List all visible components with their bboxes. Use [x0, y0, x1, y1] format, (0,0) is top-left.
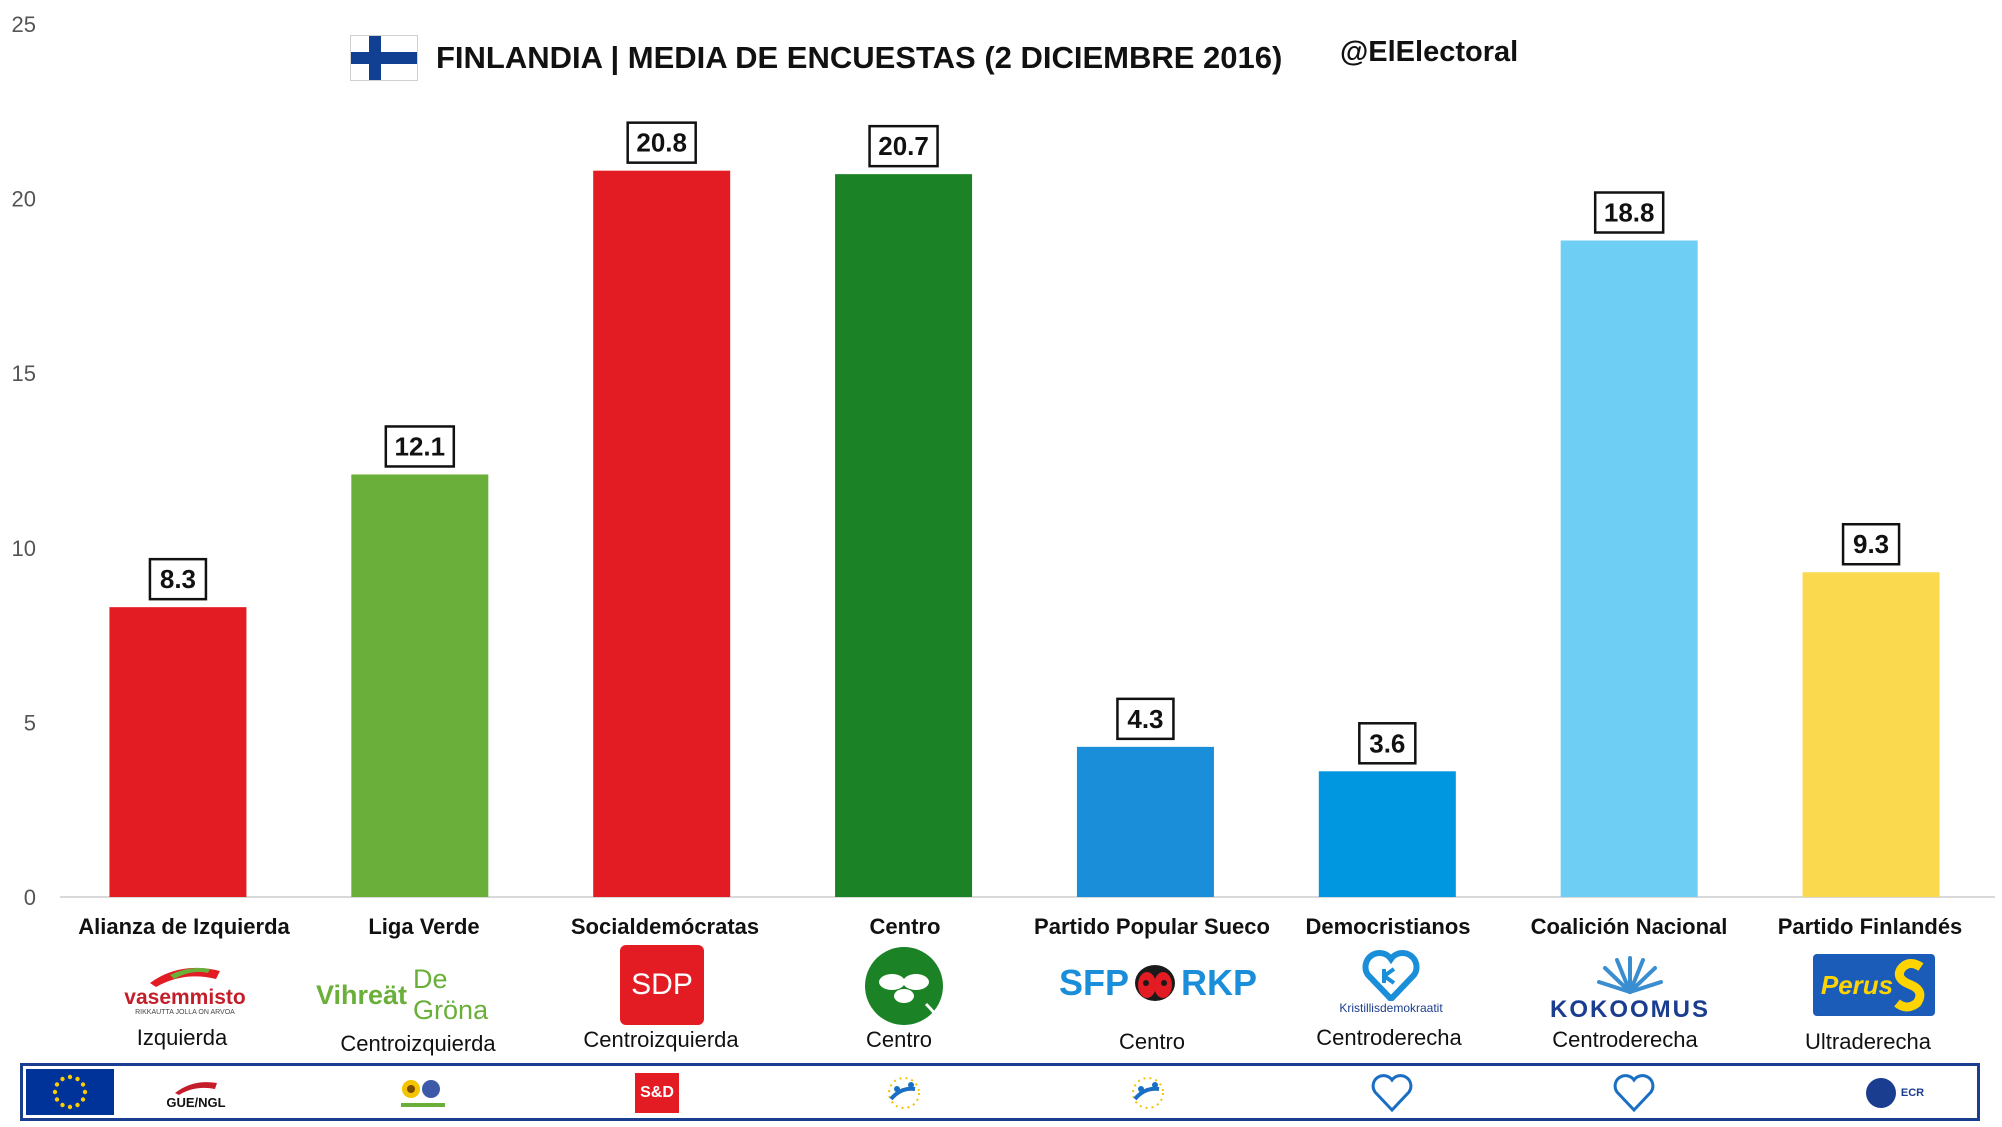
- gue-flag-icon: [175, 1081, 217, 1095]
- bar: [109, 607, 247, 897]
- value-label: 9.3: [1853, 529, 1889, 559]
- party-label-kd: Democristianos: [1305, 914, 1471, 939]
- value-label-box: [626, 121, 697, 164]
- y-tick-label: 5: [24, 710, 36, 735]
- value-label: 12.1: [395, 431, 446, 461]
- value-label-box: [1358, 722, 1417, 765]
- bar: [835, 174, 973, 897]
- party-label-liga-verde: Liga Verde: [368, 914, 480, 939]
- title-row: FINLANDIA | MEDIA DE ENCUESTAS (2 DICIEM…: [350, 34, 1282, 82]
- cornflower-icon: [1597, 956, 1663, 994]
- ladybug-icon: [1135, 965, 1175, 1001]
- sdp-wordmark: SDP: [631, 968, 693, 1001]
- y-tick-label: 0: [24, 885, 36, 910]
- eu-groups-strip: GUE/NGL S&D ECR: [20, 1063, 1980, 1121]
- value-labels: 8.3 12.1 20.8 20.7 4.3 3.6 18.8 9.3: [148, 121, 1901, 765]
- kokoomus-wordmark: KOKOOMUS: [1550, 996, 1710, 1023]
- vasemmisto-logo: vasemmisto RIKKAUTTA JOLLA ON ARVOA: [110, 950, 260, 1022]
- party-label-sdp: Socialdemócratas: [570, 914, 760, 939]
- ideology-label-centro: Centro: [865, 1027, 933, 1052]
- ideology-label-liga-verde: Centroizquierda: [340, 1031, 496, 1056]
- ecr-logo: ECR: [1849, 1074, 1939, 1112]
- perus-logo: Perus: [1813, 954, 1935, 1016]
- epp-icon: [1132, 1077, 1164, 1109]
- bar: [1560, 240, 1698, 897]
- rkp-wordmark: RKP: [1181, 962, 1258, 1003]
- eu-flag-icon: [26, 1069, 114, 1115]
- bar: [1318, 771, 1456, 897]
- ideology-label-alianza: Izquierda: [136, 1025, 228, 1050]
- finland-flag-icon: [350, 35, 418, 81]
- epp-logo: [879, 1074, 929, 1112]
- ideology-label-kokoomus: Centroderecha: [1552, 1027, 1698, 1052]
- heart-stars-icon: [1371, 1074, 1413, 1112]
- bar: [1802, 572, 1940, 897]
- value-label-box: [384, 425, 456, 468]
- sfp-rkp-logo: SFP RKP: [1048, 958, 1268, 1008]
- value-label: 4.3: [1127, 704, 1163, 734]
- chart-title: FINLANDIA | MEDIA DE ENCUESTAS (2 DICIEM…: [436, 40, 1283, 75]
- vihreat-logo: Vihreät De Gröna: [316, 964, 526, 1025]
- greens-efa-logo: [393, 1074, 453, 1112]
- y-tick-label: 15: [12, 361, 36, 386]
- value-label-box: [1593, 191, 1665, 234]
- kd-logo: Kristillisdemokraatit: [1323, 942, 1459, 1022]
- vasemmisto-wordmark: vasemmisto: [124, 985, 246, 1009]
- value-label-box: [868, 124, 939, 168]
- party-label-perus: Partido Finlandés: [1777, 914, 1963, 939]
- degrona-wordmark: De Gröna: [413, 964, 489, 1025]
- bar: [351, 474, 489, 897]
- party-label-kokoomus: Coalición Nacional: [1530, 914, 1728, 939]
- heart-stars-icon: [1613, 1074, 1655, 1112]
- value-label: 18.8: [1604, 198, 1655, 228]
- value-label: 20.7: [878, 131, 929, 161]
- sd-group-logo: S&D: [635, 1073, 679, 1113]
- bars: [109, 170, 1940, 897]
- epp-icon: [888, 1077, 920, 1109]
- ideology-label-perus: Ultraderecha: [1805, 1029, 1931, 1054]
- party-label-alianza: Alianza de Izquierda: [78, 914, 290, 939]
- kokoomus-logo: KOKOOMUS: [1545, 950, 1715, 1026]
- bar: [593, 170, 731, 897]
- perus-wordmark: Perus: [1820, 969, 1894, 1000]
- value-label-box: [148, 557, 208, 601]
- epp-logo-2: [1123, 1074, 1173, 1112]
- y-tick-label: 25: [12, 12, 36, 37]
- ideology-label-sfp: Centro: [1118, 1029, 1186, 1054]
- y-tick-label: 20: [12, 187, 36, 212]
- epp-heart-logo-2: [1609, 1074, 1659, 1112]
- value-label-box: [1116, 697, 1175, 741]
- gue-ngl-logo: GUE/NGL: [151, 1074, 241, 1112]
- clover-icon: [865, 947, 943, 1025]
- value-label: 8.3: [160, 564, 196, 594]
- vasemmisto-tagline: RIKKAUTTA JOLLA ON ARVOA: [135, 1008, 235, 1016]
- epp-heart-logo: [1367, 1074, 1417, 1112]
- sdp-logo: SDP: [620, 945, 704, 1025]
- perus-s-icon: [1894, 959, 1925, 1012]
- twitter-handle: @ElElectoral: [1340, 36, 1519, 68]
- vihreat-wordmark: Vihreät: [316, 979, 408, 1010]
- vasemmisto-flag-icon: [150, 967, 220, 987]
- y-tick-label: 10: [12, 536, 36, 561]
- value-label: 20.8: [636, 128, 687, 158]
- ecr-icon: [1865, 1078, 1896, 1108]
- sunflower-icon: [401, 1080, 445, 1107]
- heart-icon: [1362, 950, 1420, 1001]
- kd-wordmark: Kristillisdemokraatit: [1339, 1001, 1443, 1015]
- value-label: 3.6: [1369, 728, 1405, 758]
- ideology-label-sdp: Centroizquierda: [583, 1027, 739, 1052]
- value-label-box: [1841, 522, 1901, 566]
- bar: [1076, 746, 1214, 897]
- sfp-wordmark: SFP: [1058, 962, 1129, 1003]
- party-label-centro: Centro: [869, 914, 941, 939]
- ideology-label-kd: Centroderecha: [1316, 1025, 1462, 1050]
- party-label-sfp: Partido Popular Sueco: [1034, 914, 1270, 939]
- centro-logo: [863, 945, 945, 1027]
